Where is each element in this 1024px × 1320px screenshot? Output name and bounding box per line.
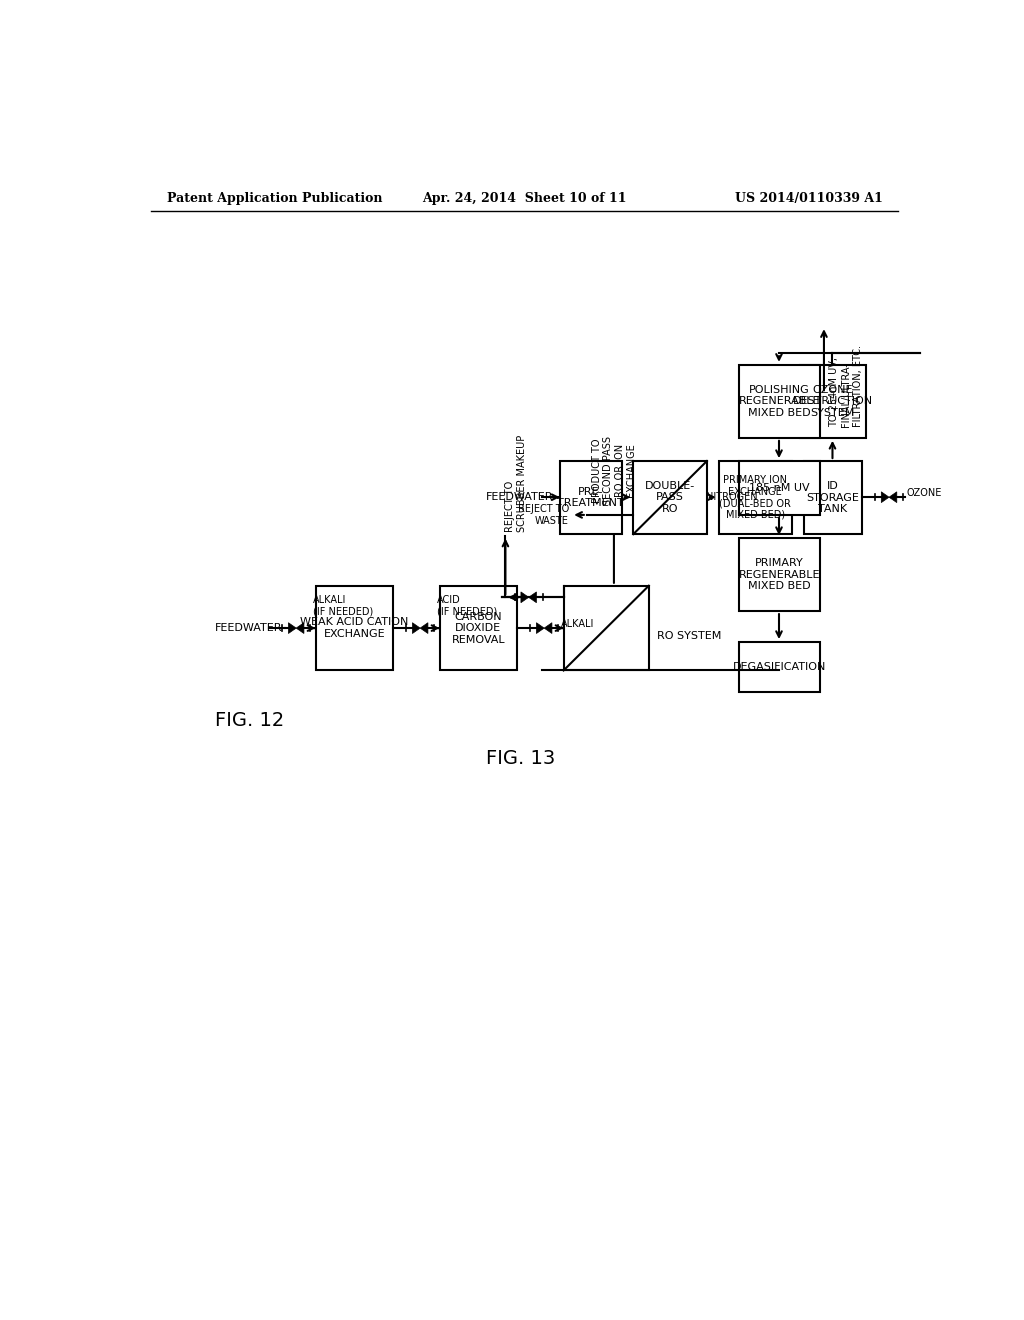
Bar xyxy=(719,461,793,535)
Polygon shape xyxy=(528,591,537,603)
Text: FIG. 13: FIG. 13 xyxy=(486,750,555,768)
Bar xyxy=(439,586,517,671)
Polygon shape xyxy=(544,623,552,634)
Bar xyxy=(633,461,707,535)
Bar xyxy=(800,364,866,438)
Text: POLISHING
REGENERABLE
MIXED BED: POLISHING REGENERABLE MIXED BED xyxy=(738,384,820,418)
Text: DOUBLE-
PASS
RO: DOUBLE- PASS RO xyxy=(644,480,695,513)
Polygon shape xyxy=(420,623,428,634)
Text: OZONE: OZONE xyxy=(906,488,941,499)
Bar xyxy=(315,586,393,671)
Text: WEAK ACID CATION
EXCHANGE: WEAK ACID CATION EXCHANGE xyxy=(300,618,409,639)
Bar xyxy=(563,586,649,671)
Bar xyxy=(738,642,820,692)
Text: PRIMARY
REGENERABLE
MIXED BED: PRIMARY REGENERABLE MIXED BED xyxy=(738,558,820,591)
Polygon shape xyxy=(537,623,544,634)
Text: CARBON
DIOXIDE
REMOVAL: CARBON DIOXIDE REMOVAL xyxy=(452,611,505,644)
Polygon shape xyxy=(296,623,304,634)
Text: PRE-
TREATMENT: PRE- TREATMENT xyxy=(557,487,624,508)
Text: US 2014/0110339 A1: US 2014/0110339 A1 xyxy=(735,191,883,205)
Text: DEGASIFICATION: DEGASIFICATION xyxy=(733,663,826,672)
Polygon shape xyxy=(289,623,296,634)
Text: TO 254nM UV,
FINAL/ULTRA-
FILTRATION, ETC.: TO 254nM UV, FINAL/ULTRA- FILTRATION, ET… xyxy=(829,345,862,426)
Text: FEEDWATER: FEEDWATER xyxy=(215,623,283,634)
Bar xyxy=(804,461,862,535)
Text: ALKALI
(IF NEEDED): ALKALI (IF NEEDED) xyxy=(313,595,374,616)
Text: FIG. 12: FIG. 12 xyxy=(215,711,284,730)
Bar xyxy=(560,461,622,535)
Text: PRIMARY ION
EXCHANGE
(DUAL-BED OR
MIXED BED): PRIMARY ION EXCHANGE (DUAL-BED OR MIXED … xyxy=(720,475,792,520)
Polygon shape xyxy=(889,492,897,503)
Text: REJECT TO
WASTE: REJECT TO WASTE xyxy=(518,504,569,525)
Bar xyxy=(738,461,820,515)
Polygon shape xyxy=(521,591,528,603)
Text: REJECT TO
SCRUBBER MAKEUP: REJECT TO SCRUBBER MAKEUP xyxy=(506,434,527,532)
Text: ACID
(IF NEEDED): ACID (IF NEEDED) xyxy=(437,595,498,616)
Text: OZONE
DESTRUCTION
SYSTEM: OZONE DESTRUCTION SYSTEM xyxy=(793,384,872,418)
Text: FEEDWATER: FEEDWATER xyxy=(486,492,554,502)
Bar xyxy=(738,539,820,611)
Text: Apr. 24, 2014  Sheet 10 of 11: Apr. 24, 2014 Sheet 10 of 11 xyxy=(423,191,627,205)
Text: PRODUCT TO
SECOND PASS
RO OR ION
EXCHANGE: PRODUCT TO SECOND PASS RO OR ION EXCHANG… xyxy=(592,436,636,506)
Polygon shape xyxy=(413,623,420,634)
Text: 185 nM UV: 185 nM UV xyxy=(750,483,810,492)
Text: NITROGEN: NITROGEN xyxy=(706,492,758,502)
Bar xyxy=(738,364,820,438)
Polygon shape xyxy=(882,492,889,503)
Text: Patent Application Publication: Patent Application Publication xyxy=(167,191,382,205)
Text: ALKALI: ALKALI xyxy=(561,619,595,630)
Text: RO SYSTEM: RO SYSTEM xyxy=(656,631,721,640)
Text: ID
STORAGE
TANK: ID STORAGE TANK xyxy=(807,480,859,515)
